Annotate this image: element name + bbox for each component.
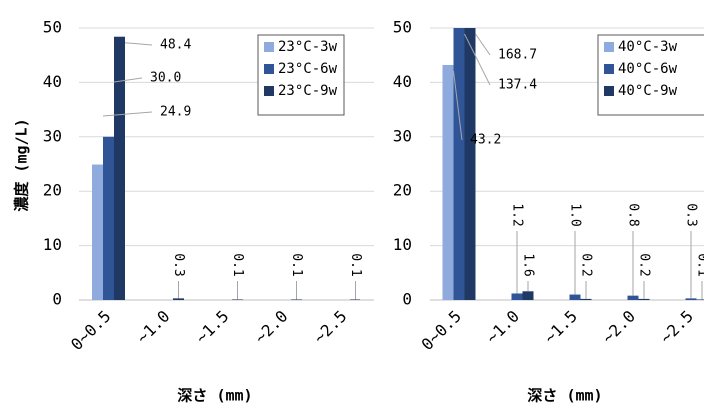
data-label: 43.2 <box>470 133 501 148</box>
y-tick-label: 0 <box>52 290 62 309</box>
y-tick-label: 40 <box>43 72 62 91</box>
legend-swatch <box>604 64 614 74</box>
bar <box>696 299 704 300</box>
bar <box>685 298 697 300</box>
x-tick-label: ~2.5 <box>310 307 351 348</box>
legend-swatch <box>604 86 614 96</box>
legend-box <box>597 34 704 116</box>
plot-area <box>442 28 704 300</box>
legend-label: 40°C-9w <box>618 83 678 99</box>
bar <box>453 28 465 300</box>
data-label: 0.3 <box>171 253 186 276</box>
legend-label: 23°C-6w <box>278 61 338 77</box>
bar <box>103 136 114 300</box>
bar <box>173 298 184 300</box>
data-label: 0.1 <box>695 253 704 276</box>
data-label: 1.2 <box>510 203 525 226</box>
bar <box>232 299 243 300</box>
data-label: 1.6 <box>521 253 536 276</box>
data-label: 0.1 <box>230 253 245 276</box>
bar <box>291 299 302 300</box>
y-tick-label: 40 <box>393 72 412 91</box>
x-tick-label: ~1.0 <box>133 307 174 348</box>
y-tick-label: 10 <box>393 235 412 254</box>
legend-label: 40°C-3w <box>618 39 678 55</box>
y-tick-label: 20 <box>393 181 412 200</box>
x-tick-label: 0~0.5 <box>67 307 114 354</box>
leader-line <box>475 33 491 56</box>
y-tick-label: 50 <box>43 18 62 37</box>
data-label: 0.3 <box>684 203 699 226</box>
bar <box>522 291 534 300</box>
bar <box>627 295 639 300</box>
y-tick-label: 20 <box>43 181 62 200</box>
data-label: 0.1 <box>348 253 363 276</box>
bar <box>638 298 650 300</box>
plot-area <box>92 36 360 300</box>
x-tick-label: ~2.5 <box>656 307 697 348</box>
bar <box>511 293 523 300</box>
legend-swatch <box>264 64 274 74</box>
x-tick-label: ~1.5 <box>540 307 581 348</box>
bar <box>569 294 581 300</box>
leader-line <box>113 77 143 83</box>
x-tick-label: ~2.0 <box>251 307 292 348</box>
y-axis-title: 濃度 (mg/L) <box>13 118 31 211</box>
leader-line <box>453 70 463 141</box>
x-tick-label: ~1.5 <box>192 307 233 348</box>
data-label: 0.2 <box>637 253 652 276</box>
bar <box>92 164 103 300</box>
leader-line <box>124 42 153 46</box>
data-label: 1.0 <box>568 203 583 226</box>
legend-swatch <box>264 42 274 52</box>
legend-label: 23°C-9w <box>278 83 338 99</box>
x-axis-title: 深さ (mm) <box>527 387 602 405</box>
leader-line <box>102 111 153 117</box>
data-label: 0.1 <box>289 253 304 276</box>
y-tick-label: 0 <box>402 290 412 309</box>
legend-swatch <box>264 86 274 96</box>
leader-line <box>464 33 491 86</box>
legend-label: 23°C-3w <box>278 39 338 55</box>
y-tick-label: 30 <box>43 126 62 145</box>
y-tick-label: 30 <box>393 126 412 145</box>
bar <box>580 298 592 300</box>
bar <box>442 64 454 300</box>
x-tick-label: ~2.0 <box>598 307 639 348</box>
data-label: 30.0 <box>150 71 181 86</box>
bar <box>464 28 476 300</box>
data-label: 48.4 <box>160 38 191 53</box>
bar <box>350 299 360 300</box>
bar <box>114 36 125 300</box>
data-label: 0.8 <box>626 203 641 226</box>
y-tick-label: 50 <box>393 18 412 37</box>
data-label: 0.2 <box>579 253 594 276</box>
data-label: 24.9 <box>160 105 191 120</box>
legend-swatch <box>604 42 614 52</box>
x-tick-label: 0~0.5 <box>418 307 465 354</box>
y-tick-label: 10 <box>43 235 62 254</box>
legend-label: 40°C-6w <box>618 61 678 77</box>
data-label: 168.7 <box>498 48 537 63</box>
data-label: 137.4 <box>498 78 537 93</box>
x-axis-title: 深さ (mm) <box>177 387 252 405</box>
x-tick-label: ~1.0 <box>482 307 523 348</box>
